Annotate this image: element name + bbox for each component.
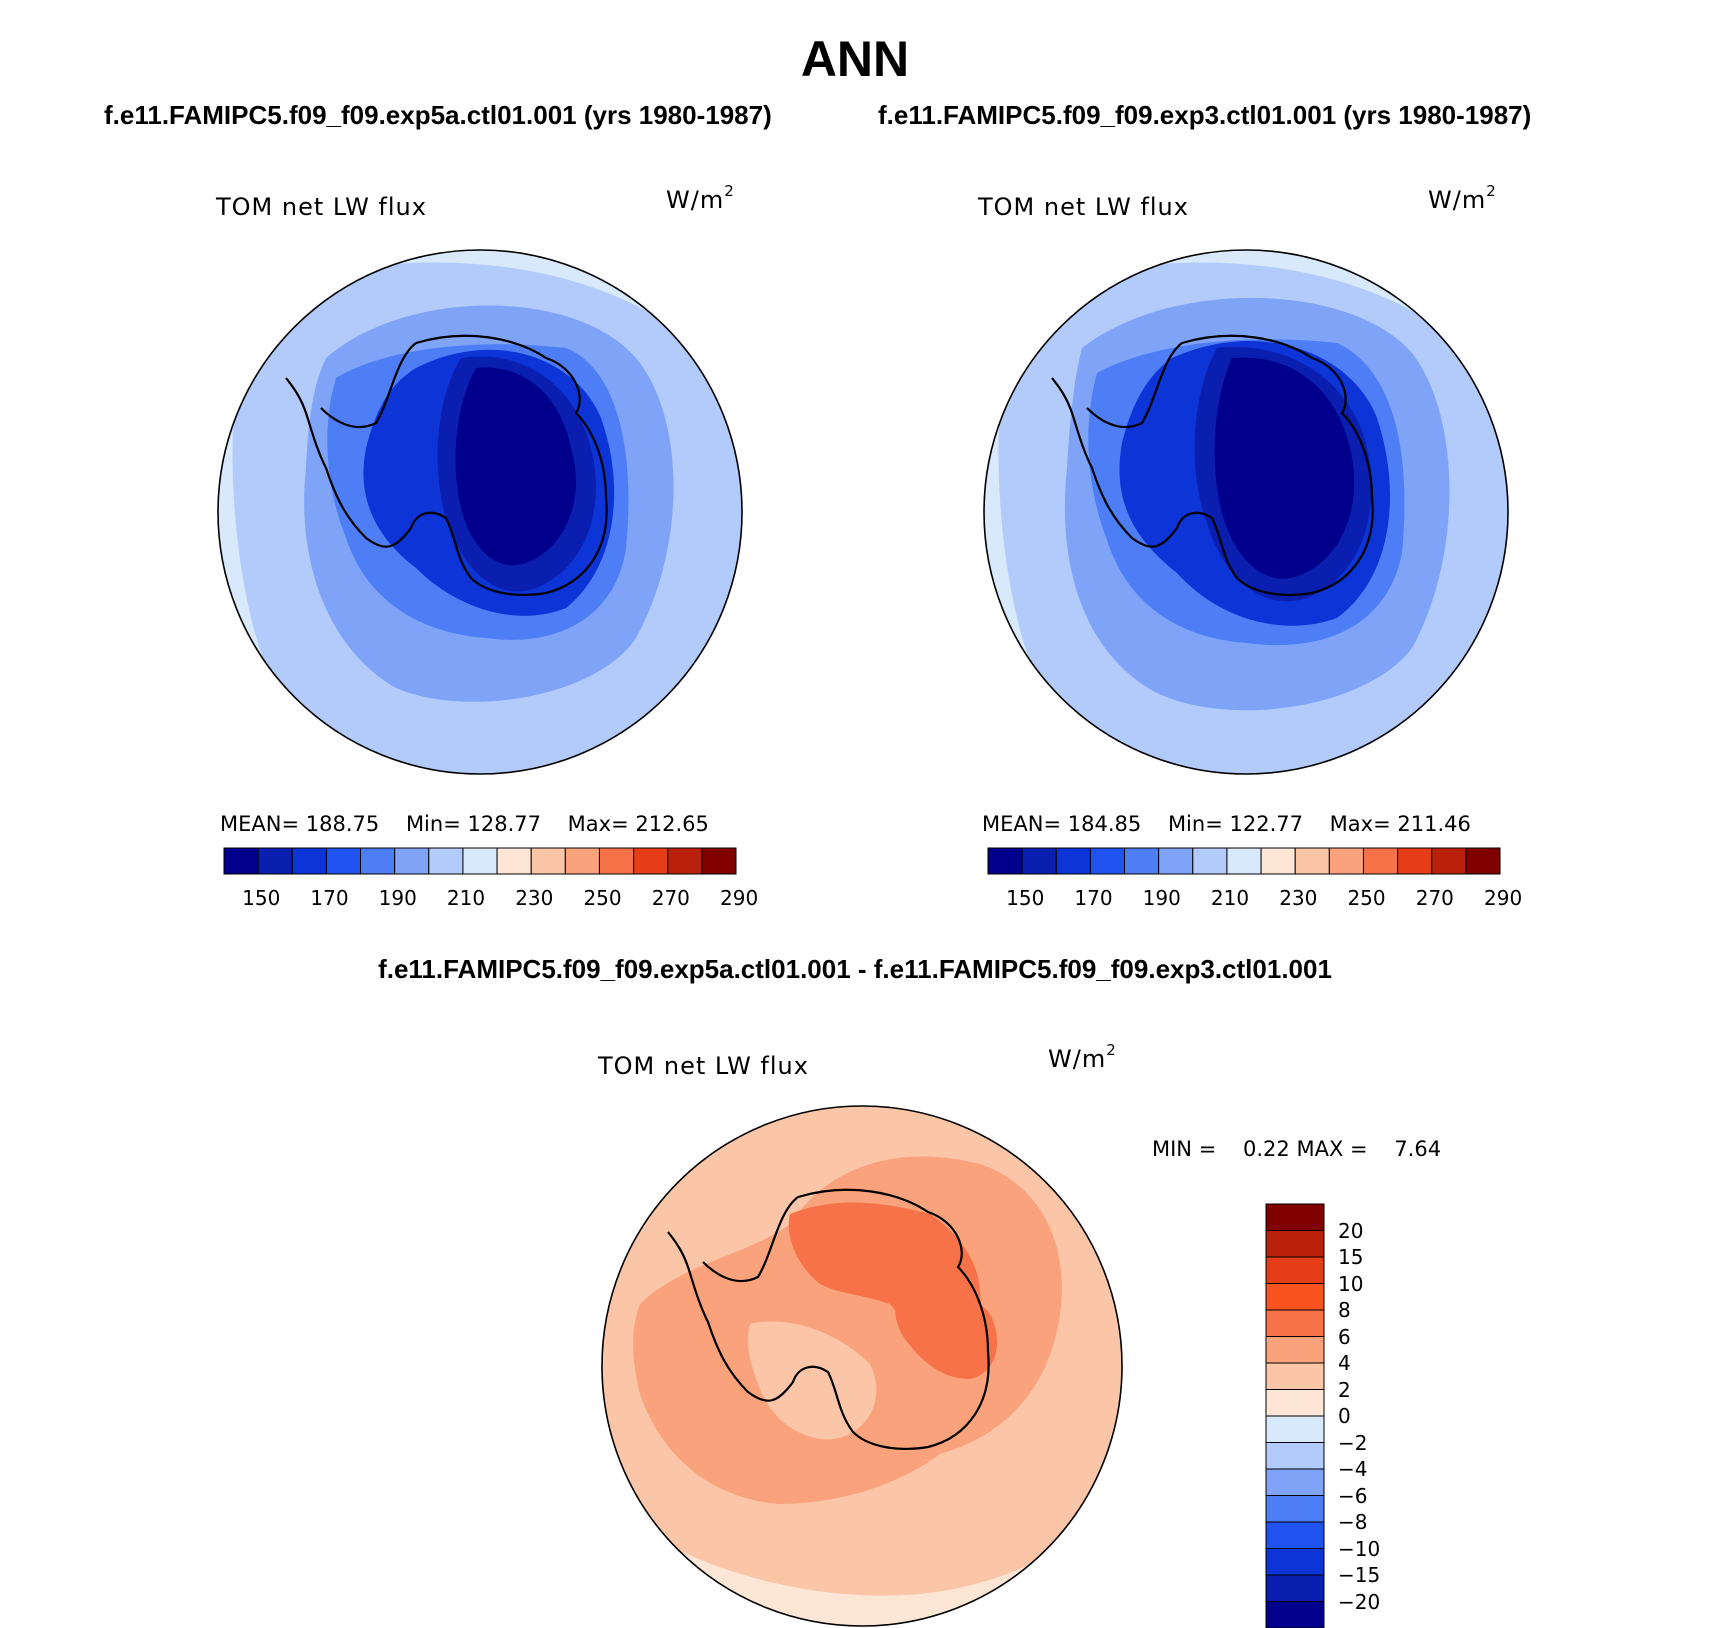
colorbar-box [531, 848, 565, 874]
colorbar-tick-label: −20 [1338, 1590, 1380, 1614]
colorbar-tick-label: 230 [515, 886, 553, 910]
colorbar-box [1466, 848, 1500, 874]
colorbar-tick-label: 250 [583, 886, 621, 910]
panel-1-variable-label: TOM net LW flux [216, 193, 427, 221]
colorbar-box [429, 848, 463, 874]
colorbar-box [1090, 848, 1124, 874]
colorbar-box [1266, 1204, 1324, 1231]
panel-2-units-label: W/m2 [1428, 186, 1497, 214]
colorbar-tick-label: 150 [1006, 886, 1044, 910]
diff-polar-map [600, 1104, 1124, 1628]
colorbar-box [1266, 1522, 1324, 1549]
colorbar-tick-label: 15 [1338, 1245, 1363, 1269]
colorbar-tick-label: 270 [652, 886, 690, 910]
colorbar-tick-label: 10 [1338, 1272, 1363, 1296]
colorbar-box [1266, 1363, 1324, 1390]
colorbar-tick-label: 290 [720, 886, 758, 910]
colorbar-tick-label: 230 [1279, 886, 1317, 910]
colorbar-box [1193, 848, 1227, 874]
colorbar-box [1159, 848, 1193, 874]
colorbar-tick-label: 250 [1347, 886, 1385, 910]
diff-min-max: MIN = 0.22 MAX = 7.64 [1152, 1137, 1441, 1161]
panel-1-units-label: W/m2 [666, 186, 735, 214]
colorbar-box [1266, 1310, 1324, 1337]
colorbar-tick-label: 2 [1338, 1378, 1351, 1402]
panel-2-case-title: f.e11.FAMIPC5.f09_f09.exp3.ctl01.001 (yr… [878, 100, 1531, 131]
colorbar-tick-label: 4 [1338, 1351, 1351, 1375]
colorbar-tick-label: −15 [1338, 1563, 1380, 1587]
colorbar-box [1266, 1443, 1324, 1470]
colorbar-box [1266, 1602, 1324, 1628]
colorbar-box [1261, 848, 1295, 874]
colorbar-tick-label: 290 [1484, 886, 1522, 910]
colorbar-tick-label: −2 [1338, 1431, 1367, 1455]
colorbar-box [497, 848, 531, 874]
panel-1-colorbar [224, 848, 736, 874]
panel-2-stats: MEAN= 184.85 Min= 122.77 Max= 211.46 [982, 812, 1471, 836]
panel-2-colorbar [988, 848, 1500, 874]
colorbar-tick-label: 0 [1338, 1404, 1351, 1428]
colorbar-tick-label: 190 [1143, 886, 1181, 910]
colorbar-tick-label: 8 [1338, 1298, 1351, 1322]
colorbar-box [292, 848, 326, 874]
colorbar-box [1295, 848, 1329, 874]
colorbar-tick-label: 170 [310, 886, 348, 910]
diff-variable-label: TOM net LW flux [598, 1052, 809, 1080]
colorbar-box [1398, 848, 1432, 874]
colorbar-box [1125, 848, 1159, 874]
colorbar-box [326, 848, 360, 874]
colorbar-tick-label: 190 [379, 886, 417, 910]
colorbar-tick-label: 210 [1211, 886, 1249, 910]
colorbar-tick-label: 150 [242, 886, 280, 910]
panel-1-case-title: f.e11.FAMIPC5.f09_f09.exp5a.ctl01.001 (y… [104, 100, 772, 131]
colorbar-box [463, 848, 497, 874]
colorbar-tick-label: −8 [1338, 1510, 1367, 1534]
diff-title: f.e11.FAMIPC5.f09_f09.exp5a.ctl01.001 - … [0, 954, 1710, 985]
colorbar-tick-label: −4 [1338, 1457, 1367, 1481]
colorbar-box [224, 848, 258, 874]
colorbar-box [634, 848, 668, 874]
colorbar-tick-label: 20 [1338, 1219, 1363, 1243]
colorbar-box [1266, 1390, 1324, 1417]
colorbar-tick-label: −10 [1338, 1537, 1380, 1561]
colorbar-box [1056, 848, 1090, 874]
colorbar-box [1266, 1549, 1324, 1576]
colorbar-tick-label: −6 [1338, 1484, 1367, 1508]
colorbar-box [1266, 1416, 1324, 1443]
colorbar-box [258, 848, 292, 874]
colorbar-box [1363, 848, 1397, 874]
panel-1-stats: MEAN= 188.75 Min= 128.77 Max= 212.65 [220, 812, 709, 836]
colorbar-tick-label: 270 [1416, 886, 1454, 910]
colorbar-box [702, 848, 736, 874]
colorbar-box [988, 848, 1022, 874]
colorbar-box [1432, 848, 1466, 874]
colorbar-box [1266, 1284, 1324, 1311]
main-title: ANN [0, 30, 1710, 88]
colorbar-box [1022, 848, 1056, 874]
colorbar-box [668, 848, 702, 874]
colorbar-box [565, 848, 599, 874]
panel-2-polar-map [982, 248, 1510, 776]
colorbar-tick-label: 6 [1338, 1325, 1351, 1349]
diff-units-label: W/m2 [1048, 1045, 1117, 1073]
colorbar-box [1329, 848, 1363, 874]
colorbar-box [395, 848, 429, 874]
colorbar-box [1266, 1231, 1324, 1258]
colorbar-box [1266, 1257, 1324, 1284]
colorbar-tick-label: 210 [447, 886, 485, 910]
colorbar-box [361, 848, 395, 874]
colorbar-tick-label: 170 [1074, 886, 1112, 910]
colorbar-box [1266, 1496, 1324, 1523]
colorbar-box [1266, 1469, 1324, 1496]
colorbar-box [599, 848, 633, 874]
colorbar-box [1227, 848, 1261, 874]
colorbar-box [1266, 1337, 1324, 1364]
panel-1-polar-map [216, 248, 744, 776]
colorbar-box [1266, 1575, 1324, 1602]
panel-2-variable-label: TOM net LW flux [978, 193, 1189, 221]
